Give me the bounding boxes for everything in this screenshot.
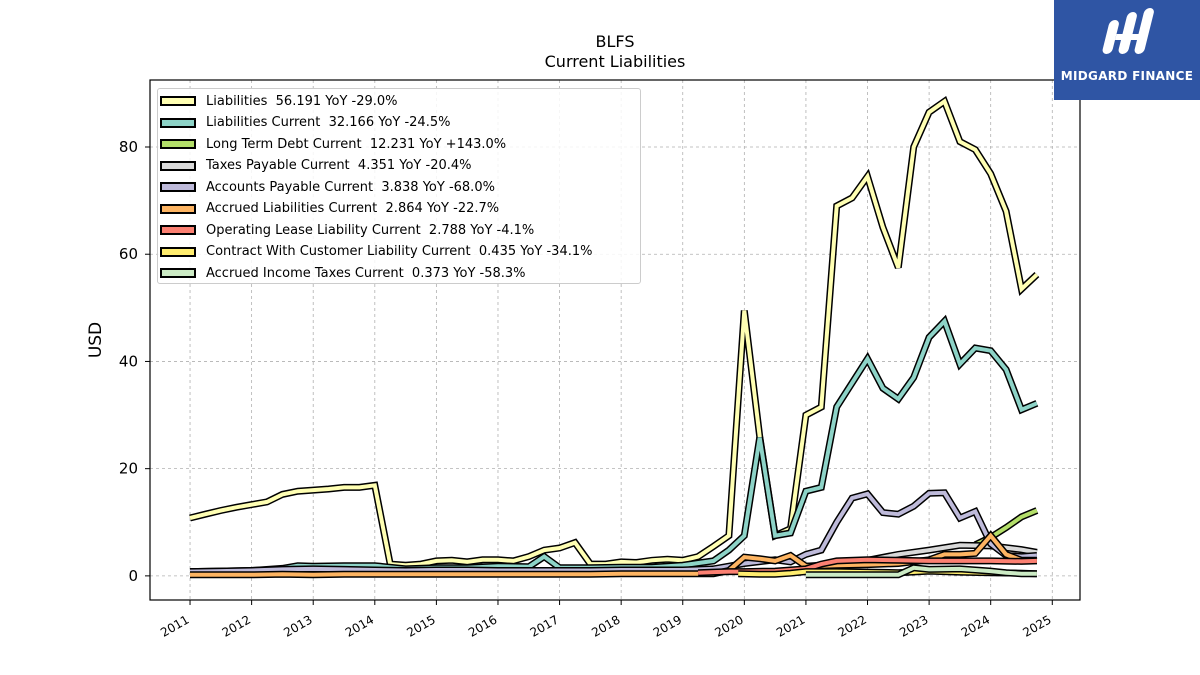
legend-swatch xyxy=(160,225,196,235)
x-tick-label: 2021 xyxy=(774,612,807,639)
x-tick-label: 2023 xyxy=(897,612,930,639)
legend-swatch xyxy=(160,117,196,128)
legend-item: Long Term Debt Current 12.231 YoY +143.0… xyxy=(160,134,506,154)
x-tick-label: 2018 xyxy=(589,612,622,639)
legend-item: Liabilities 56.191 YoY -29.0% xyxy=(160,91,398,111)
chart-title: BLFS xyxy=(595,32,635,51)
midgard-finance-logo: MIDGARD FINANCE xyxy=(1054,0,1200,100)
y-tick-label: 0 xyxy=(128,567,138,585)
y-tick-label: 80 xyxy=(119,138,138,156)
chart-legend: Liabilities 56.191 YoY -29.0% Liabilities… xyxy=(157,88,641,284)
legend-swatch xyxy=(160,203,196,214)
legend-label: Accounts Payable Current 3.838 YoY -68.0… xyxy=(206,179,495,195)
legend-item: Liabilities Current 32.166 YoY -24.5% xyxy=(160,113,450,133)
legend-item: Contract With Customer Liability Current… xyxy=(160,242,592,262)
legend-item: Operating Lease Liability Current 2.788 … xyxy=(160,220,534,240)
legend-swatch xyxy=(160,268,196,278)
series-group xyxy=(189,95,1040,579)
x-tick-label: 2015 xyxy=(404,612,437,639)
legend-swatch xyxy=(160,96,196,106)
x-tick-label: 2014 xyxy=(343,612,376,639)
chart-subtitle: Current Liabilities xyxy=(544,52,686,71)
legend-label: Accrued Liabilities Current 2.864 YoY -2… xyxy=(206,201,500,216)
midgard-logo-icon xyxy=(1102,8,1154,54)
legend-label: Long Term Debt Current 12.231 YoY +143.0… xyxy=(206,136,507,152)
series-line xyxy=(189,490,1038,574)
legend-swatch xyxy=(160,246,196,257)
legend-label: Operating Lease Liability Current 2.788 … xyxy=(206,222,535,238)
legend-label: Accrued Income Taxes Current 0.373 YoY -… xyxy=(206,265,526,281)
x-tick-label: 2012 xyxy=(220,612,253,639)
legend-item: Taxes Payable Current 4.351 YoY -20.4% xyxy=(160,156,472,176)
logo-text: MIDGARD FINANCE xyxy=(1060,69,1194,83)
y-tick-label: 60 xyxy=(119,245,138,263)
x-tick-label: 2025 xyxy=(1020,612,1053,639)
x-tick-label: 2024 xyxy=(959,612,992,639)
legend-label: Liabilities Current 32.166 YoY -24.5% xyxy=(206,115,451,130)
x-tick-label: 2022 xyxy=(836,612,869,639)
legend-item: Accrued Income Taxes Current 0.373 YoY -… xyxy=(160,263,526,283)
legend-label: Contract With Customer Liability Current… xyxy=(206,244,593,259)
grid-lines xyxy=(150,80,1080,600)
legend-item: Accounts Payable Current 3.838 YoY -68.0… xyxy=(160,177,495,197)
x-tick-label: 2020 xyxy=(712,612,745,639)
y-axis-label: USD xyxy=(86,322,106,358)
legend-swatch xyxy=(160,139,196,149)
x-tick-label: 2013 xyxy=(281,612,314,639)
y-tick-label: 20 xyxy=(119,460,138,478)
series-line xyxy=(698,557,1037,575)
x-tick-label: 2011 xyxy=(158,612,191,639)
x-tick-label: 2019 xyxy=(651,612,684,639)
x-tick-label: 2016 xyxy=(466,612,499,639)
series-line xyxy=(805,565,1037,577)
series-line xyxy=(189,98,1039,568)
plot-frame xyxy=(149,79,1081,601)
y-tick-label: 40 xyxy=(119,352,138,370)
series-line-outline xyxy=(189,314,1039,576)
legend-item: Accrued Liabilities Current 2.864 YoY -2… xyxy=(160,199,499,219)
legend-label: Taxes Payable Current 4.351 YoY -20.4% xyxy=(206,158,472,173)
series-line xyxy=(189,317,1038,574)
x-tick-label: 2017 xyxy=(528,612,561,639)
legend-swatch xyxy=(160,160,196,171)
legend-label: Liabilities 56.191 YoY -29.0% xyxy=(206,93,398,109)
legend-swatch xyxy=(160,182,196,192)
